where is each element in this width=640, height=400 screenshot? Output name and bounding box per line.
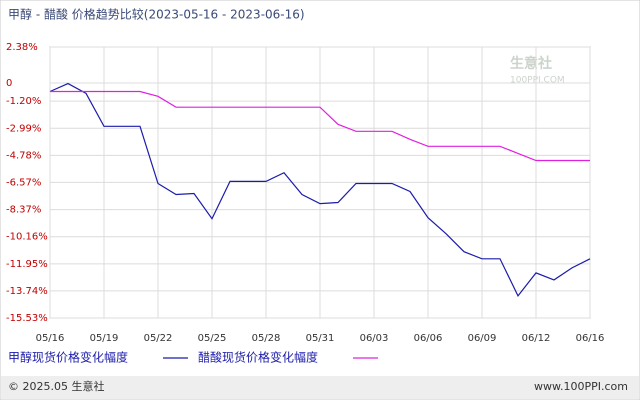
y-tick-label: -10.16%: [6, 232, 48, 243]
x-tick-label: 05/31: [306, 333, 335, 344]
x-tick-label: 06/06: [414, 333, 443, 344]
y-tick-label: -13.74%: [6, 286, 48, 297]
footer-left: © 2025.05 生意社: [8, 379, 104, 393]
x-tick-label: 05/19: [90, 333, 119, 344]
series-line: [50, 90, 590, 162]
y-tick-label: -1.20%: [6, 96, 41, 107]
x-tick-label: 06/09: [468, 333, 497, 344]
footer-right: www.100PPI.com: [534, 380, 628, 393]
y-tick-label: 0: [6, 78, 12, 89]
y-tick-label: 2.38%: [6, 42, 38, 53]
y-tick-label: -8.37%: [6, 205, 41, 216]
watermark: 生意社: [510, 55, 552, 72]
y-tick-label: -4.78%: [6, 150, 41, 161]
watermark-sub: 100PPI.COM: [510, 76, 565, 86]
x-tick-label: 05/28: [252, 333, 281, 344]
footer-bar: [1, 376, 639, 399]
x-tick-label: 06/03: [360, 333, 389, 344]
x-tick-label: 05/22: [144, 333, 173, 344]
x-tick-label: 05/25: [198, 333, 227, 344]
legend-label: 醋酸现货价格变化幅度: [198, 350, 318, 365]
x-tick-label: 06/16: [576, 333, 605, 344]
y-tick-label: -11.95%: [6, 259, 48, 270]
chart-title: 甲醇 - 醋酸 价格趋势比较(2023-05-16 - 2023-06-16): [8, 7, 305, 22]
y-tick-label: -15.53%: [6, 313, 48, 324]
y-tick-label: -2.99%: [6, 123, 41, 134]
x-tick-label: 06/12: [522, 333, 551, 344]
x-tick-label: 05/16: [36, 333, 65, 344]
series-line: [49, 82, 591, 298]
legend-label: 甲醇现货价格变化幅度: [8, 350, 128, 365]
y-tick-label: -6.57%: [6, 177, 41, 188]
